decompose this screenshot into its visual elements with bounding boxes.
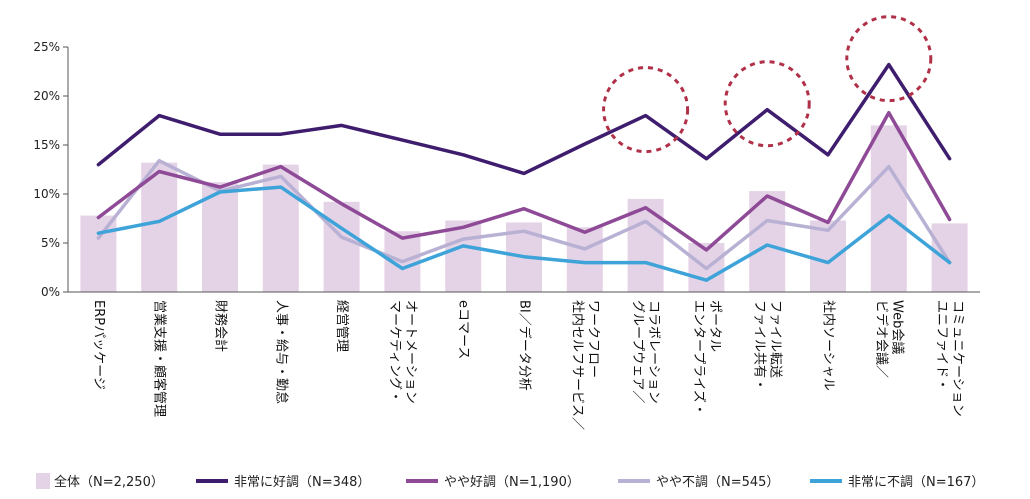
line-series-4 [96, 185, 952, 282]
y-tick-label: 15% [33, 138, 60, 152]
x-axis-category-labels: ERPパッケージ 営業支援・顧客管理 財務会計 人事・給与・勤怠 経営管理 マーケティング… [91, 300, 965, 430]
bar-9 [566, 227, 603, 292]
highlight-circle-3 [845, 15, 933, 103]
bar-series-overall [80, 125, 968, 293]
bar-2 [141, 162, 178, 292]
highlight-circles [602, 15, 933, 154]
category-label-9: 社内セルフサービス／ [569, 300, 585, 430]
legend-label-overall: 全体（N=2,250） [54, 474, 164, 490]
category-label-6: オートメーション [403, 300, 418, 404]
line-series-3 [96, 158, 952, 271]
bar-3 [202, 182, 238, 292]
category-label-4: 人事・給与・勤怠 [273, 300, 289, 404]
line-series-1 [96, 62, 952, 176]
category-label-7: eコマース [456, 300, 471, 359]
legend-label-series-2: やや好調（N=1,190） [444, 475, 580, 490]
bar-13 [810, 220, 846, 292]
category-label-8: BI／データ分析 [517, 300, 533, 391]
y-axis: 0% 5% 10% 15% 20% 25% [33, 40, 980, 299]
category-label-10: グループウェア／ [630, 300, 645, 403]
category-label-11: ポータル [707, 300, 722, 352]
category-label-15: コミュニケーション [950, 300, 965, 417]
category-label-9: ワークフロー [585, 300, 600, 378]
bar-15 [931, 223, 968, 292]
category-label-10: コラボレーション [646, 300, 661, 404]
category-label-12: ファイル転送 [768, 300, 783, 378]
y-tick-label: 10% [33, 187, 60, 201]
category-label-5: 経営管理 [334, 300, 349, 352]
category-label-3: 財務会計 [213, 300, 229, 352]
category-label-6: マーケティング・ [387, 300, 402, 403]
line-series-group [96, 62, 952, 282]
category-label-11: エンタープライズ・ [691, 300, 707, 416]
legend-label-series-3: やや不調（N=545） [656, 475, 779, 490]
legend-label-series-4: 非常に不調（N=167） [848, 475, 984, 490]
category-label-15: ユニファイド・ [934, 300, 949, 391]
category-label-12: ファイル共有・ [752, 300, 767, 391]
y-tick-label: 5% [41, 236, 60, 250]
legend-swatch-overall [36, 473, 50, 489]
y-tick-label: 20% [33, 89, 60, 103]
category-label-1: ERPパッケージ [91, 300, 106, 390]
legend-label-series-1: 非常に好調（N=348） [234, 475, 370, 490]
bar-5 [323, 201, 360, 292]
legend: 全体（N=2,250） 非常に好調（N=348） やや好調（N=1,190） やや不調… [36, 473, 984, 490]
bar-1 [80, 215, 117, 292]
bar-14 [870, 125, 907, 293]
category-label-14: ビデオ会議／ [873, 300, 889, 378]
y-tick-label: 25% [33, 40, 60, 54]
highlight-circle-2 [723, 60, 811, 148]
category-label-13: 社内ソーシャル [821, 300, 837, 391]
category-label-14: Web会議 [889, 300, 904, 354]
y-tick-label: 0% [41, 285, 60, 299]
category-label-2: 営業支援・顧客管理 [152, 300, 168, 417]
highlight-circle-1 [602, 66, 690, 154]
bar-7 [445, 220, 482, 292]
bar-4 [262, 164, 299, 292]
line-series-2 [96, 110, 952, 252]
